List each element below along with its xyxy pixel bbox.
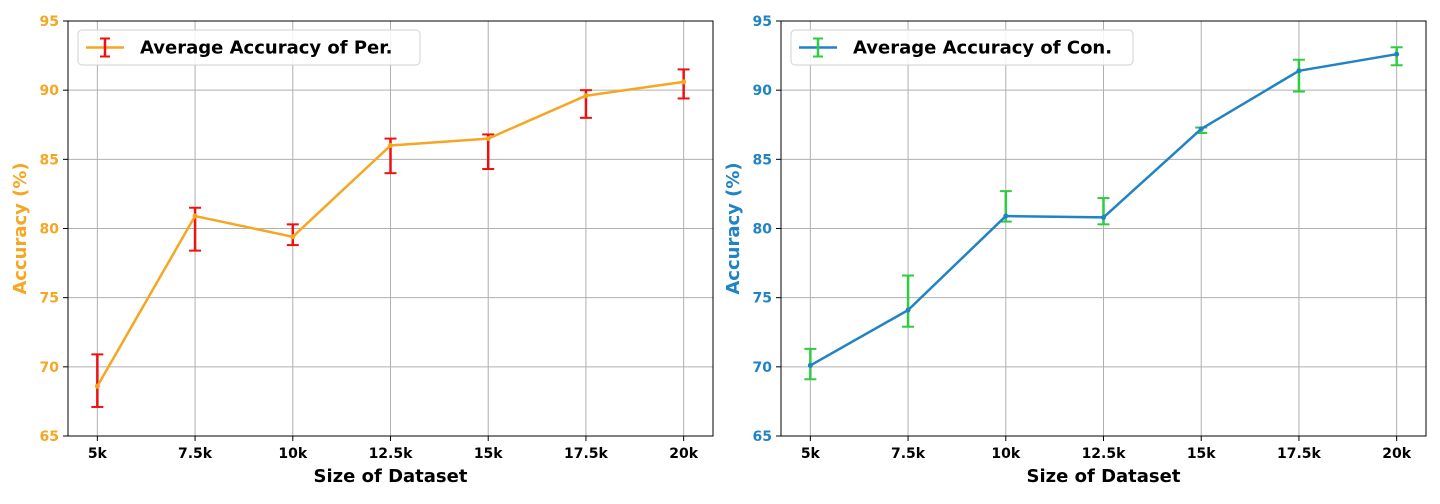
legend-box (790, 29, 1134, 66)
data-point (290, 234, 296, 240)
data-point (681, 79, 687, 85)
x-tick-label: 5k (88, 446, 108, 462)
x-tick-label: 15k (474, 446, 503, 462)
y-tick-label: 90 (753, 83, 773, 99)
y-tick-label: 70 (40, 360, 60, 376)
data-point (1394, 51, 1400, 57)
x-tick-label: 12.5k (369, 446, 414, 462)
y-tick-label: 70 (753, 360, 773, 376)
data-point (807, 362, 813, 368)
y-tick-label: 85 (40, 152, 59, 168)
chart-panel-1: 5k 7.5k 10k 12.5k 15k 17.5k 20k 65 70 75 80 85 90 95 S… (10, 14, 714, 487)
y-tick-label: 75 (753, 291, 772, 307)
x-tick-label: 20k (669, 446, 698, 462)
legend-label: Average Accuracy of Con. (853, 38, 1112, 59)
data-point (388, 143, 393, 148)
x-tick-label: 7.5k (891, 446, 926, 462)
data-point (905, 307, 911, 313)
x-axis-label: Size of Dataset (314, 466, 468, 487)
x-tick-label: 5k (801, 446, 821, 462)
x-tick-label: 12.5k (1082, 446, 1127, 462)
y-axis-label: Accuracy (%) (723, 162, 744, 294)
x-tick-label: 15k (1187, 446, 1216, 462)
legend-box (77, 29, 421, 66)
y-tick-label: 95 (753, 14, 772, 30)
y-tick-label: 65 (753, 429, 772, 445)
data-point (583, 93, 589, 99)
x-tick-label: 10k (991, 446, 1020, 462)
y-axis-label: Accuracy (%) (10, 162, 31, 294)
data-point (192, 213, 198, 219)
y-tick-label: 80 (753, 222, 773, 238)
y-tick-label: 65 (40, 429, 59, 445)
legend-label: Average Accuracy of Per. (140, 38, 392, 59)
data-point (485, 136, 491, 142)
data-point (94, 383, 100, 389)
data-point (1003, 213, 1009, 219)
y-tick-label: 80 (40, 222, 60, 238)
data-point (1101, 214, 1106, 220)
y-tick-label: 85 (753, 152, 772, 168)
chart-panel-2: 5k 7.5k 10k 12.5k 15k 17.5k 20k 65 70 75 80 85 90 95 S… (723, 14, 1427, 487)
x-tick-label: 7.5k (178, 446, 213, 462)
y-tick-label: 95 (40, 14, 59, 30)
x-tick-label: 20k (1382, 446, 1411, 462)
x-axis-label: Size of Dataset (1027, 466, 1181, 487)
x-tick-label: 17.5k (564, 446, 609, 462)
data-point (1296, 68, 1302, 74)
x-tick-label: 17.5k (1277, 446, 1322, 462)
data-point (1198, 126, 1204, 132)
y-tick-label: 90 (40, 83, 60, 99)
x-tick-label: 10k (278, 446, 307, 462)
y-tick-label: 75 (40, 291, 59, 307)
